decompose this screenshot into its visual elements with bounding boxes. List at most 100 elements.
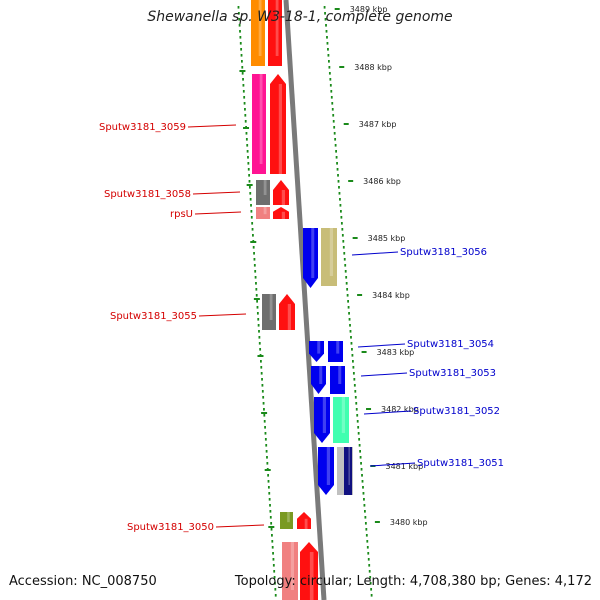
gene-label-sputw3181_3050[interactable]: Sputw3181_3050 bbox=[127, 522, 214, 533]
dotted-ring-dot bbox=[354, 396, 357, 399]
gene-label-rpsu[interactable]: rpsU bbox=[170, 209, 193, 220]
dotted-ring-dot bbox=[243, 96, 246, 99]
dotted-ring-dot bbox=[337, 174, 339, 177]
dotted-ring-dot bbox=[358, 444, 361, 447]
dotted-ring-dot bbox=[354, 390, 357, 393]
dotted-ring-dot bbox=[237, 12, 240, 15]
gene-label-sputw3181_3053[interactable]: Sputw3181_3053 bbox=[409, 368, 496, 379]
gene-shading bbox=[322, 397, 326, 433]
gene-label-leader bbox=[369, 462, 416, 467]
gene-label-sputw3181_3059[interactable]: Sputw3181_3059 bbox=[99, 122, 186, 133]
gene-label-leader bbox=[357, 343, 406, 348]
ring-marker bbox=[253, 298, 260, 300]
gene-label-sputw3181_3054[interactable]: Sputw3181_3054 bbox=[407, 339, 494, 350]
dotted-ring-dot bbox=[333, 126, 336, 129]
dotted-ring-dot bbox=[359, 450, 361, 453]
gene-shading bbox=[278, 84, 282, 174]
gene-arrow bbox=[262, 294, 276, 330]
ring-marker bbox=[239, 70, 246, 72]
dotted-ring-dot bbox=[240, 48, 243, 51]
tick-mark bbox=[357, 294, 363, 296]
dotted-ring-dot bbox=[242, 90, 245, 93]
dotted-ring-dot bbox=[268, 498, 271, 501]
gene-label-leader bbox=[360, 372, 408, 377]
gene-shading bbox=[290, 542, 294, 590]
dotted-ring-dot bbox=[248, 174, 251, 177]
dotted-ring-dot bbox=[255, 282, 257, 285]
tick-mark bbox=[348, 180, 354, 182]
dotted-ring-dot bbox=[253, 252, 255, 255]
gene-arrow bbox=[344, 447, 352, 495]
dotted-ring-dot bbox=[360, 462, 362, 465]
genome-summary: Topology: circular; Length: 4,708,380 bp… bbox=[234, 574, 592, 589]
dotted-ring-dot bbox=[329, 78, 332, 81]
dotted-ring-dot bbox=[256, 312, 259, 315]
dotted-ring-dot bbox=[247, 156, 249, 159]
dotted-ring-dot bbox=[368, 564, 371, 567]
dotted-ring-dot bbox=[370, 594, 373, 597]
dotted-ring-dot bbox=[261, 390, 264, 393]
tick-label: 3480 kbp bbox=[390, 518, 428, 527]
gene-shading bbox=[269, 294, 273, 320]
dotted-ring-dot bbox=[271, 534, 273, 537]
dotted-ring-dot bbox=[352, 372, 355, 375]
gene-label-sputw3181_3056[interactable]: Sputw3181_3056 bbox=[400, 247, 487, 258]
tick-label: 3485 kbp bbox=[368, 234, 406, 243]
gene-label-sputw3181_3051[interactable]: Sputw3181_3051 bbox=[417, 458, 504, 469]
dotted-ring-dot bbox=[326, 42, 329, 45]
gene-arrow bbox=[311, 366, 326, 394]
dotted-ring-dot bbox=[342, 240, 345, 243]
dotted-ring-dot bbox=[241, 72, 244, 75]
dotted-ring-dot bbox=[248, 180, 251, 183]
accession-label: Accession: NC_008750 bbox=[9, 574, 157, 589]
tick-mark bbox=[374, 521, 380, 523]
dotted-ring-dot bbox=[331, 108, 334, 111]
gene-arrow bbox=[280, 512, 293, 529]
dotted-ring-dot bbox=[359, 456, 362, 459]
dotted-ring-dot bbox=[273, 576, 276, 579]
dotted-ring-dot bbox=[273, 570, 276, 573]
tick-label: 3489 kbp bbox=[350, 5, 388, 14]
dotted-ring-dot bbox=[265, 450, 268, 453]
dotted-ring-dot bbox=[271, 540, 274, 543]
dotted-ring-dot bbox=[274, 588, 277, 591]
dotted-ring-dot bbox=[325, 30, 328, 33]
dotted-ring-dot bbox=[242, 84, 245, 87]
tick-label: 3487 kbp bbox=[359, 120, 397, 129]
dotted-ring-dot bbox=[346, 294, 349, 297]
dotted-ring-dot bbox=[239, 36, 242, 39]
gene-label-sputw3181_3052[interactable]: Sputw3181_3052 bbox=[413, 406, 500, 417]
dotted-ring-dot bbox=[328, 60, 330, 63]
gene-shading bbox=[336, 341, 340, 354]
gene-arrow bbox=[256, 207, 270, 219]
gene-shading bbox=[258, 0, 262, 56]
dotted-ring-dot bbox=[326, 36, 328, 39]
dotted-ring-dot bbox=[352, 360, 354, 363]
gene-shading bbox=[341, 397, 345, 433]
dotted-ring-dot bbox=[327, 48, 329, 51]
ring-marker bbox=[264, 469, 271, 471]
gene-arrow bbox=[309, 341, 324, 362]
gene-shading bbox=[287, 304, 291, 330]
tick-label: 3488 kbp bbox=[354, 63, 392, 72]
dotted-ring-dot bbox=[338, 186, 340, 189]
gene-label-sputw3181_3058[interactable]: Sputw3181_3058 bbox=[104, 189, 191, 200]
dotted-ring-dot bbox=[240, 54, 243, 57]
dotted-ring-dot bbox=[347, 306, 350, 309]
gene-arrow bbox=[330, 366, 345, 394]
gene-shading bbox=[304, 518, 308, 529]
gene-label-sputw3181_3055[interactable]: Sputw3181_3055 bbox=[110, 311, 197, 322]
dotted-ring-dot bbox=[341, 228, 344, 231]
dotted-ring-dot bbox=[357, 432, 360, 435]
dotted-ring-dot bbox=[267, 480, 270, 483]
dotted-ring-dot bbox=[256, 300, 258, 303]
ring-marker bbox=[261, 412, 268, 414]
dotted-ring-dot bbox=[246, 144, 249, 147]
dotted-ring-dot bbox=[345, 282, 348, 285]
gene-label-leader bbox=[187, 124, 237, 128]
tick-mark bbox=[334, 8, 340, 10]
dotted-ring-dot bbox=[264, 432, 267, 435]
gene-shading bbox=[281, 190, 285, 205]
dotted-ring-dot bbox=[341, 234, 344, 237]
gene-shading bbox=[287, 512, 290, 523]
